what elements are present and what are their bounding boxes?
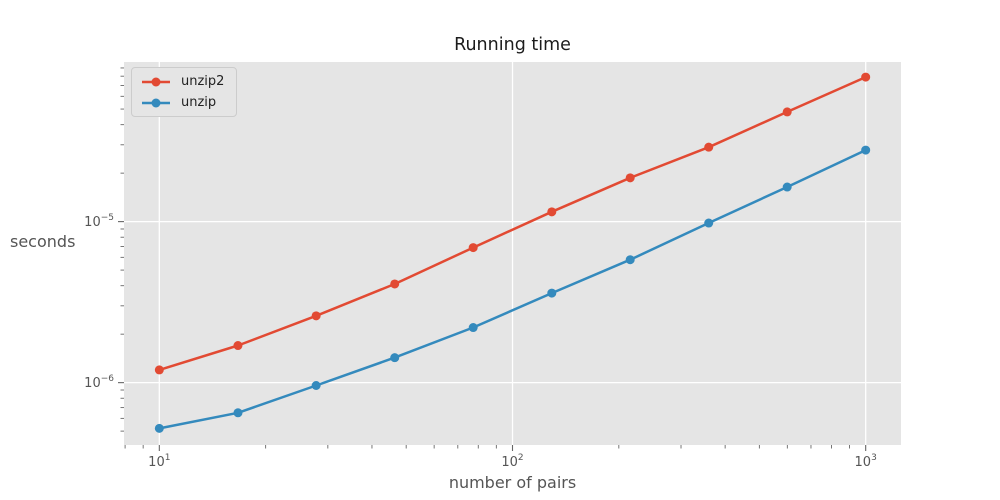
- data-point-unzip2: [547, 207, 557, 217]
- series-line-unzip: [158, 148, 867, 430]
- legend-label-unzip2: unzip2: [181, 74, 225, 89]
- data-point-unzip: [311, 381, 321, 391]
- data-point-unzip: [861, 145, 871, 155]
- data-point-unzip: [468, 323, 478, 333]
- axis-ticks: [118, 67, 867, 451]
- x-tick-label: 101: [148, 453, 170, 470]
- data-point-unzip2: [233, 341, 243, 351]
- legend-line-sample-unzip2: [142, 77, 170, 86]
- data-point-unzip2: [468, 243, 478, 253]
- gridlines: [124, 62, 901, 445]
- x-tick-label: 103: [855, 453, 877, 470]
- legend-entry-unzip: unzip: [140, 93, 224, 112]
- data-point-unzip: [233, 408, 243, 418]
- legend-label-unzip: unzip: [181, 95, 217, 110]
- data-point-unzip2: [154, 365, 164, 375]
- legend-sample-marker: [151, 98, 161, 107]
- y-tick-label: 10−5: [84, 213, 114, 230]
- data-point-unzip2: [782, 107, 792, 117]
- data-point-unzip: [547, 288, 557, 298]
- legend-line-sample-unzip: [142, 98, 170, 107]
- series-line-unzip2: [158, 75, 867, 372]
- data-point-unzip2: [625, 173, 635, 183]
- data-point-unzip2: [861, 72, 871, 82]
- legend-entry-unzip2: unzip2: [140, 72, 224, 91]
- data-point-unzip2: [704, 142, 714, 152]
- data-point-unzip: [390, 353, 400, 363]
- chart-title: Running time: [454, 35, 571, 55]
- legend: unzip2 unzip: [131, 67, 238, 117]
- x-tick-label: 102: [501, 453, 523, 470]
- y-axis-label: seconds: [10, 232, 76, 251]
- y-tick-label: 10−6: [84, 374, 114, 391]
- legend-sample-marker: [151, 77, 161, 86]
- x-axis-label: number of pairs: [448, 473, 577, 492]
- data-point-unzip2: [390, 279, 400, 289]
- data-point-unzip2: [311, 311, 321, 321]
- data-point-unzip: [154, 423, 164, 433]
- data-point-unzip: [704, 218, 714, 228]
- data-point-unzip: [782, 182, 792, 192]
- data-point-unzip: [625, 255, 635, 265]
